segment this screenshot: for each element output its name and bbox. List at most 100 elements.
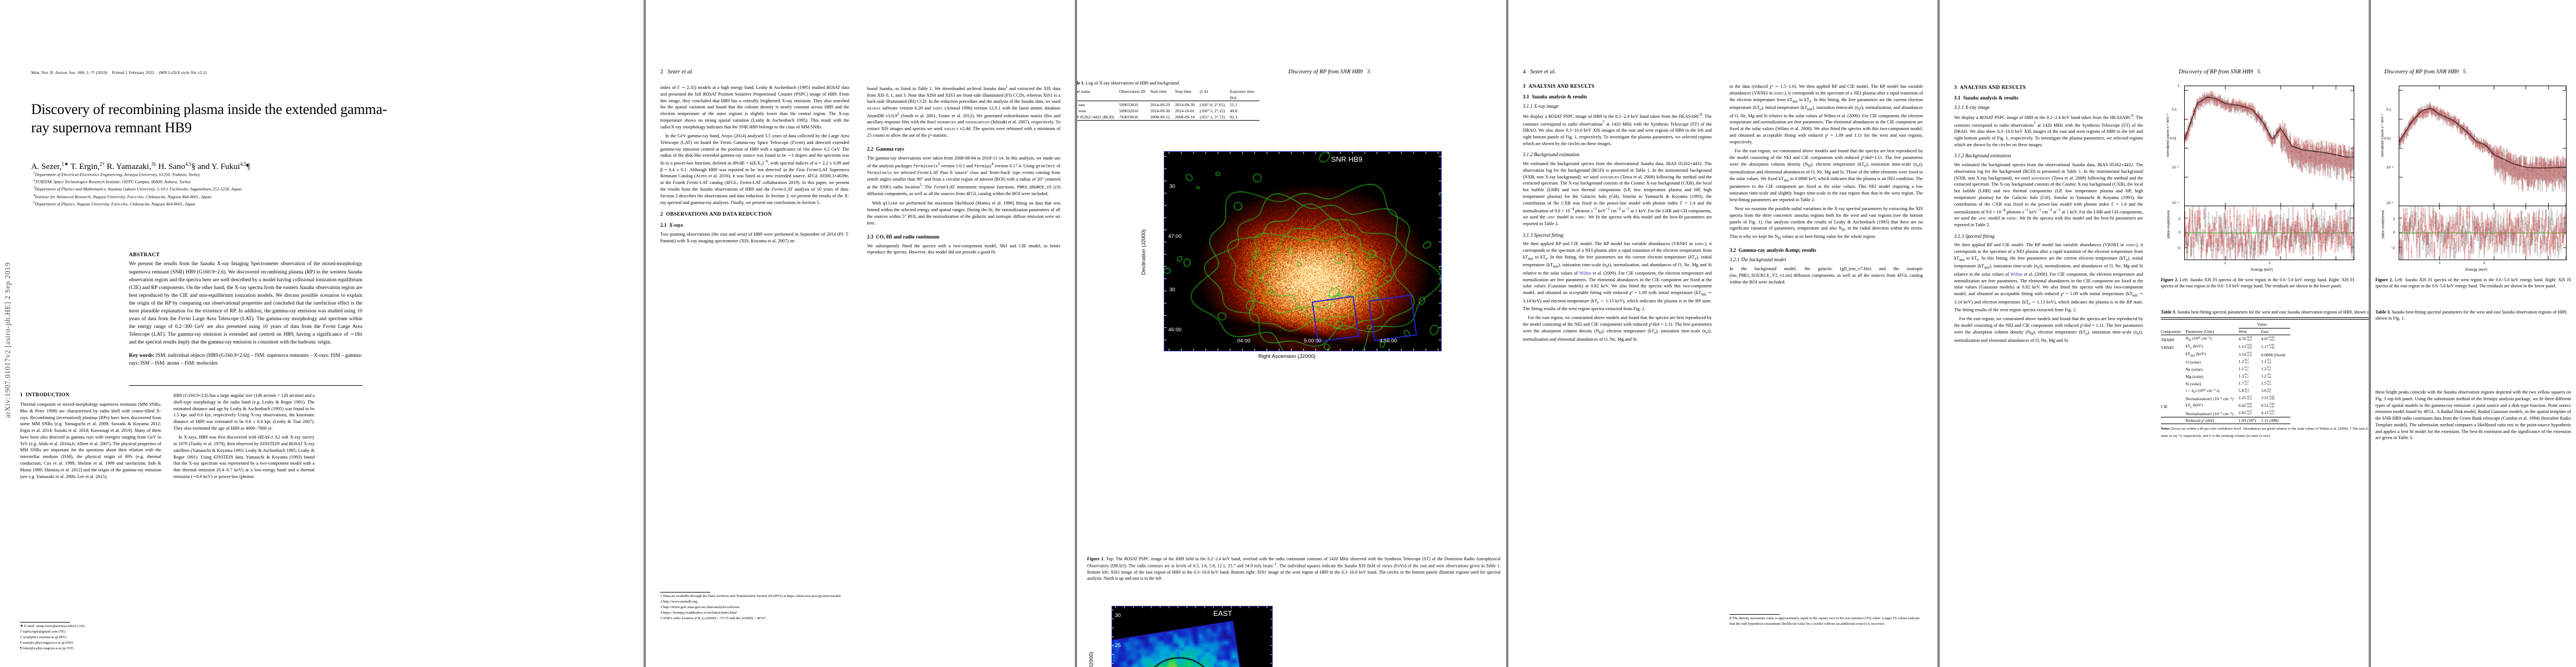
abstract-heading: ABSTRACT	[129, 252, 160, 258]
page-5: Discovery of RP from SNR HB9 5 3 ANALYSI…	[1940, 0, 2369, 667]
resid-ytick-2: −2	[2176, 246, 2181, 250]
table-3-note: Notes. Errors are within a 90 per cent c…	[2161, 427, 2369, 438]
page1-column-1: Thermal composite or mixed-morphology su…	[20, 401, 161, 482]
section-heading-analysis: 3 ANALYSIS AND RESULTS	[1523, 84, 1595, 89]
page-1: Mon. Not. R. Astron. Soc. 000, 1–?? (201…	[0, 0, 644, 667]
table-1-grid: Target name Observation ID Start time St…	[1077, 88, 1259, 121]
authors-line: A. Sezer,1★ T. Ergin,2† R. Yamazaki,3‡ H…	[31, 161, 250, 171]
footnote: ¶ fukui@a.phys.nagoya-u.ac.jp (YF)	[20, 646, 74, 650]
page-4-running-head: 4 Sezer et al.	[1523, 69, 1556, 75]
subsubsection-heading-background-2: 3.1.2 Background estimation	[1954, 153, 2011, 159]
page-title: Discovery of recombining plasma inside t…	[31, 101, 387, 136]
table-3: Table 3. Suzaku best-fitting spectral pa…	[2161, 309, 2369, 439]
paragraph: For the east region, we constrained abov…	[1523, 315, 1712, 342]
spectrum-west-canvas	[2185, 86, 2354, 206]
paragraph: We display a ROSAT PSPC image of HB9 in …	[1954, 114, 2143, 147]
figure-1-east-panel: Declination (J2000) EAST 30 25 46:20 15 …	[1087, 606, 1294, 667]
table-3-top-double-rule	[2161, 317, 2369, 320]
th-galactic-coords: (l, b)	[1199, 89, 1208, 94]
paragraph: The gamma-ray observations were taken fr…	[867, 155, 1060, 197]
table-3-grid: Value Component Parameter (Unit) West Ea…	[2161, 321, 2290, 425]
spectrum-xlabel: Energy (keV)	[2251, 268, 2273, 272]
east-panel-ylabel: Declination (J2000)	[1089, 641, 1095, 667]
page2-column-2: board Suzaku, as listed in Table 1. We d…	[867, 84, 1060, 258]
figure-1-caption: Figure 1. Top: The ROSAT PSPC image of t…	[1087, 556, 1501, 581]
footnote-rule	[660, 592, 710, 593]
spectrum-ylabel: normalized counts s⁻¹ keV⁻¹	[2166, 113, 2170, 157]
spec-xtick-0: 1	[2224, 261, 2226, 265]
residual-east-canvas	[2399, 206, 2566, 260]
resid-ytick-1: 0	[2179, 231, 2181, 235]
footnote: ★ E-mail: aytap.sezer@avrasya.edu.tr (AS…	[20, 624, 84, 628]
table-3-caption-right: Table 3. Suzaku best-fitting spectral pa…	[2375, 310, 2568, 321]
table-header-row: Target name Observation ID Start time St…	[1077, 88, 1259, 94]
page1-column-2: HB9 (G160.9+2.6) has a large angular siz…	[173, 392, 315, 482]
value-group-header: Value	[2238, 321, 2290, 329]
resid-e-ytick-2: −2	[2391, 246, 2395, 250]
subsubsection-heading-xray-image-2: 3.1.1 X-ray image	[1954, 104, 1990, 111]
table-unit-row: (ks)	[1077, 94, 1259, 101]
th-east: East	[2261, 329, 2269, 335]
th-parameter: Parameter (Unit)	[2185, 329, 2214, 335]
section-heading-observations: 2 OBSERVATIONS AND DATA REDUCTION	[660, 212, 772, 218]
td-exposure-unit: (ks)	[1229, 95, 1237, 101]
th-west: West	[2238, 329, 2247, 335]
table-row: Reduced χ² (dof) 1.09 (587) 1.11 (498)	[2161, 417, 2290, 425]
table-row: HB9 west 509032010 2014-09-30 2014-10-01…	[1077, 108, 1238, 113]
table-1-caption: Table 1. Log of X-ray observations of HB…	[1077, 81, 1180, 86]
spectrum-east-xlabel: Energy (keV)	[2465, 268, 2488, 272]
th-observation-id: Observation ID	[1119, 89, 1145, 94]
abstract: ABSTRACT We present the results from the…	[129, 251, 362, 367]
paragraph: We subsequently fitted the spectra with …	[867, 243, 1060, 255]
top-xtick-1: 5:00:00	[1304, 338, 1322, 344]
footnote: 3 http://fermi.gsfc.nasa.gov/ssc/data/an…	[660, 605, 740, 609]
table-row: HB9 east 509033010 2014-09-29 2014-09-30…	[1077, 101, 1259, 108]
east-image-canvas	[1112, 606, 1272, 667]
paragraph: In the GeV gamma-ray band, Araya (2014) …	[660, 133, 850, 205]
table-row: TBABS NH (10²¹ cm⁻²) 4.76+0.44 −0.21 4.07…	[2161, 335, 2290, 344]
affiliation-item: 5Department of Physics, Nagoya Universit…	[33, 201, 196, 207]
east-ytick-1: 25	[1115, 643, 1121, 649]
paragraph: to the data (reduced χ² ∼ 1.5−1.6). We t…	[1730, 84, 1924, 145]
table-row: τ = net (10¹¹ cm⁻³ s) 5.8+0.3 −0.4 3.6+0.…	[2185, 387, 2271, 395]
east-ytick-0: 30	[1115, 613, 1121, 619]
table-row: Mg (solar) 1.3+0.1 −0.2 1.2+0.2 −0.4	[2185, 373, 2271, 380]
footnote: 5 SNR's radio location at R.A.(J2000) = …	[660, 616, 767, 620]
table-row: kTinit (keV) 3.14+0.41 −0.25 0.0808 (fixe…	[2185, 351, 2285, 358]
affiliation-item: 4Institute for Advanced Research, Nagoya…	[33, 193, 212, 200]
footnote: 8 The density maximum value is approxima…	[1730, 616, 1920, 626]
journal-reference: Mon. Not. R. Astron. Soc. 000, 1–?? (201…	[31, 70, 207, 75]
affiliation-item: 2TUBITAK Space Technologies Research Ins…	[33, 179, 191, 185]
printed-date: Printed 1 February 2022	[112, 70, 155, 75]
rosat-image-canvas	[1164, 152, 1441, 351]
paragraph: We then applied RP and CIE model. The RP…	[1523, 241, 1712, 312]
page2-footnotes: 1 Data are available through the Data Ar…	[660, 592, 844, 621]
paragraph: HB9 (G160.9+2.6) has a large angular siz…	[173, 393, 315, 431]
page4-column-1: 3 ANALYSIS AND RESULTS 3.1 Suzaku analys…	[1523, 83, 1712, 345]
footnote: § sano@a.phys.nagoya-u.ac.jp (HS)	[20, 640, 73, 645]
fov-box-east	[1312, 296, 1359, 342]
top-xtick-0: 04:00	[1237, 338, 1250, 344]
paragraph: Thermal composite or mixed-morphology su…	[20, 402, 161, 479]
section-heading-introduction: 1 INTRODUCTION	[20, 392, 69, 398]
table-row: CIE kTe (keV) 0.42+0.01 −0.02 0.51+0.02 −0…	[2161, 402, 2275, 409]
table-row: Si (solar) 1.7+0.2 −0.1 1.5+0.2 −0.3	[2185, 380, 2271, 387]
table-3-value-header: Value	[2161, 321, 2290, 329]
table-1: Table 1. Log of X-ray observations of HB…	[1077, 80, 1506, 121]
journal-ref-text: Mon. Not. R. Astron. Soc. 000, 1–?? (201…	[31, 70, 108, 75]
table-3-caption: Table 3. Suzaku best-fitting spectral pa…	[2161, 310, 2369, 315]
top-ytick-0: 30	[1169, 183, 1175, 190]
latex-style: (MN LaTeX style file v2.2)	[158, 70, 207, 75]
rosat-pspc-image: SNR HB9	[1164, 151, 1442, 351]
paragraph: Next we examine the possible radial vari…	[1730, 206, 1923, 241]
spectrum-residual-ylabel: (data−model)/error	[2166, 210, 2171, 239]
spec-e-xtick-0: 1	[2439, 261, 2441, 265]
paragraph: these bright peaks coincide with the Suz…	[2375, 390, 2571, 441]
page4-column-2: to the data (reduced χ² ∼ 1.5−1.6). We t…	[1730, 83, 1923, 288]
footnote: 1 Data are available through the Data Ar…	[660, 594, 841, 598]
spec-e-xtick-1: 2	[2483, 261, 2485, 265]
page1-footnotes: ★ E-mail: aytap.sezer@avrasya.edu.tr (AS…	[20, 622, 159, 651]
affiliation-item: 3Department of Physics and Mathematics, …	[33, 186, 242, 192]
top-panel-ylabel: Declination (J2000)	[1140, 229, 1147, 275]
spec-e-ytick-1: 0.1	[2386, 108, 2391, 112]
